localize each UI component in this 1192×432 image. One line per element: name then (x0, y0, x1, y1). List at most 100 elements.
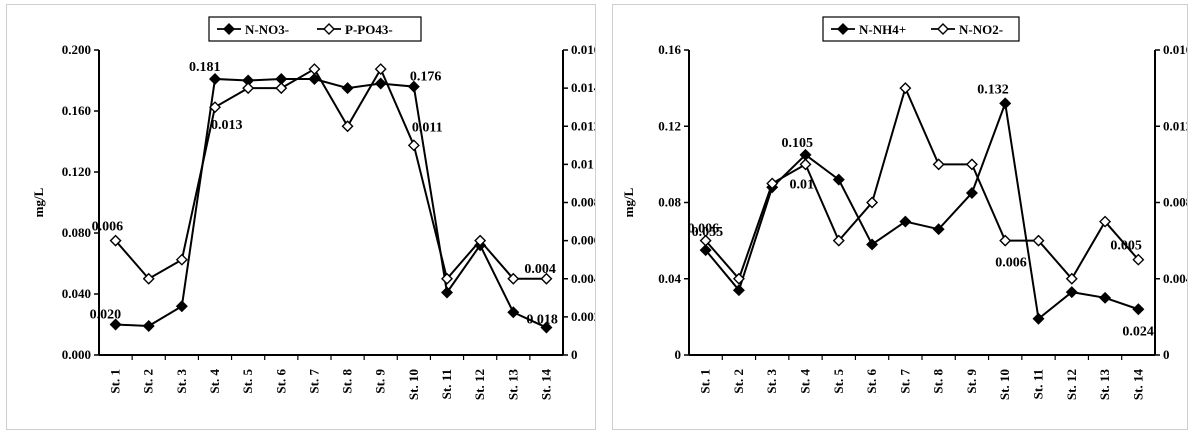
series-0-point (441, 286, 453, 299)
series-0-point (175, 300, 188, 313)
series-1-point (142, 272, 155, 285)
y-right-tick-label: 0.012 (1163, 118, 1187, 133)
series-1-point (242, 82, 255, 95)
series-1-point (799, 158, 812, 171)
series-1-point (1099, 215, 1112, 228)
chart-right-svg: 0 0.04 0.08 0.12 0.16 0 0.004 0.008 0.012 0.016 St… (621, 16, 1187, 401)
series-0-point (866, 238, 879, 251)
y-left-tick-label: 0.000 (62, 347, 91, 362)
data-label: 0.176 (410, 70, 442, 85)
chart-left-svg: 0.000 0.040 0.080 0.120 0.160 0.200 0 0.002 0.00… (31, 16, 595, 401)
data-label: 0.006 (995, 256, 1027, 271)
series-0-point (1132, 303, 1145, 316)
y-right-tick-label: 0.002 (571, 309, 595, 324)
x-category-label: St. 9 (373, 369, 388, 394)
legend-box (208, 16, 422, 42)
x-category-label: St. 11 (439, 369, 454, 399)
y-right-tick-label: 0.016 (1163, 42, 1187, 57)
legend-entry: N-NH4+ (859, 22, 906, 37)
series-1-point (1065, 272, 1078, 285)
chart-panel-right: 0 0.04 0.08 0.12 0.16 0 0.004 0.008 0.012 0.016 St… (612, 4, 1188, 430)
y-right-tick-label: 0 (571, 347, 578, 362)
data-label: 0.132 (977, 82, 1009, 97)
legend-marker-1 (323, 23, 335, 35)
y-right-tick-label: 0.016 (571, 42, 595, 57)
legend-marker-0 (223, 23, 235, 35)
x-category-label: St. 3 (174, 369, 189, 394)
series-1-point (540, 272, 553, 285)
series-0-point (699, 244, 712, 257)
data-label: 0.020 (90, 308, 122, 323)
series-0-point (899, 215, 912, 228)
x-category-label: St. 12 (1064, 369, 1079, 400)
y-right-tick-label: 0.01 (571, 156, 594, 171)
data-label: 0.004 (524, 262, 556, 277)
y-left-tick-label: 0.08 (658, 195, 681, 210)
y-right-tick-label: 0.004 (1163, 271, 1187, 286)
y-right-tick-label: 0.014 (571, 80, 595, 95)
series-0-point (142, 320, 155, 333)
x-category-label: St. 7 (306, 369, 321, 394)
series-1-point (374, 63, 387, 76)
series-0-point (999, 97, 1012, 110)
series-0-point (374, 77, 387, 90)
y-left-tick-label: 0.080 (62, 225, 91, 240)
data-label: 0.105 (782, 136, 814, 151)
series-1-point (1032, 234, 1045, 247)
series-0-point (1065, 286, 1078, 299)
y-left-tick-label: 0.12 (658, 118, 681, 133)
x-category-label: St. 14 (1130, 369, 1145, 401)
series-0-point (507, 306, 520, 319)
series-1-point (866, 196, 879, 209)
series-0-point (732, 284, 745, 297)
series-0-point (109, 318, 122, 331)
chart-panel-left: 0.000 0.040 0.080 0.120 0.160 0.200 0 0.002 0.00… (6, 4, 596, 430)
x-category-label: St. 2 (141, 369, 156, 394)
y-right-tick-label: 0.012 (571, 118, 595, 133)
y-right-tick-label: 0.006 (571, 233, 595, 248)
data-label: 0.006 (688, 222, 720, 237)
x-category-label: St. 6 (864, 369, 879, 394)
legend-box (822, 16, 1020, 42)
series-1-point (109, 234, 122, 247)
y-right-tick-label: 0 (1163, 347, 1170, 362)
data-label: 0.018 (526, 313, 558, 328)
series-0-point (540, 321, 553, 334)
data-label: 0.01 (790, 177, 815, 192)
y-left-tick-label: 0.040 (62, 286, 91, 301)
x-category-label: St. 13 (505, 369, 520, 401)
y-left-tick-label: 0.04 (658, 271, 681, 286)
legend-marker-1 (937, 23, 949, 35)
series-line-1 (114, 66, 547, 281)
series-1-point (474, 234, 487, 247)
series-1-point (441, 272, 453, 285)
data-label: 0.013 (211, 118, 243, 133)
y-left-tick-label: 0.160 (62, 103, 91, 118)
series-line-1 (704, 85, 1140, 281)
series-0-point (1032, 312, 1045, 325)
y-right-tick-label: 0.008 (571, 195, 595, 210)
series-1-point (766, 177, 779, 190)
y-axis-title: mg/L (621, 187, 636, 217)
series-0-point (308, 72, 321, 85)
data-label: 0.011 (412, 120, 443, 135)
data-label: 0.024 (1122, 324, 1154, 339)
series-0-point (832, 173, 845, 186)
series-1-point (308, 63, 321, 76)
x-category-label: St. 4 (207, 369, 222, 394)
x-category-label: St. 5 (831, 369, 846, 394)
x-category-label: St. 3 (764, 369, 779, 394)
series-1-point (965, 158, 978, 171)
x-category-label: St. 13 (1097, 369, 1112, 401)
data-label: 0.181 (189, 60, 221, 75)
y-left-tick-label: 0 (675, 347, 682, 362)
series-1-point (832, 234, 845, 247)
legend-entry: N-NO2- (959, 22, 1003, 37)
series-1-point (1132, 253, 1145, 266)
data-label: 0.055 (692, 225, 724, 240)
x-category-label: St. 8 (931, 369, 946, 394)
x-category-label: St. 5 (240, 369, 255, 394)
series-0-point (407, 80, 420, 93)
x-category-label: St. 10 (997, 369, 1012, 400)
legend-entry: N-NO3- (245, 22, 289, 37)
